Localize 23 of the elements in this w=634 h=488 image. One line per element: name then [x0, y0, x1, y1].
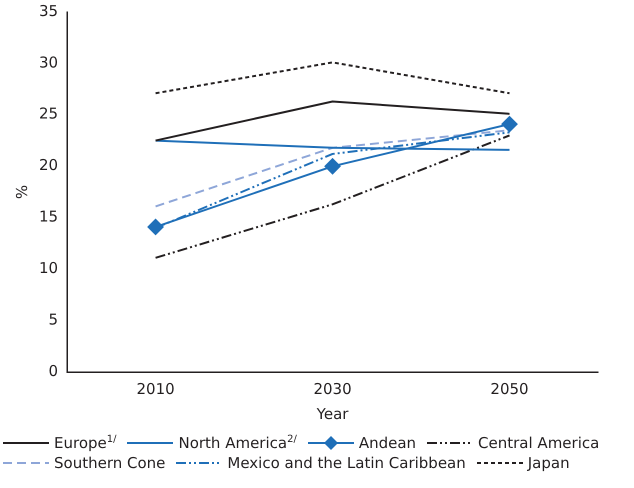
point: [148, 218, 164, 235]
x-axis-title: Year: [316, 404, 350, 423]
legend-label: Central America: [478, 434, 600, 452]
point: [502, 116, 518, 132]
y-tick-label: 0: [48, 362, 58, 380]
y-tick-label: 10: [38, 259, 58, 278]
y-tick-label: 15: [38, 208, 58, 226]
x-tick-label: 2010: [136, 380, 175, 398]
y-tick-label: 35: [38, 2, 58, 20]
x-tick-label: 2050: [490, 380, 529, 398]
y-tick-label: 20: [38, 156, 58, 174]
legend-label: Southern Cone: [54, 454, 166, 472]
legend-label: North America$^{2/}$: [178, 434, 297, 452]
point: [324, 158, 341, 174]
legend-label: Mexico and the Latin Caribbean: [227, 454, 466, 472]
y-tick-label: 30: [38, 53, 58, 72]
y-axis-title: %: [12, 184, 31, 200]
legend-label: Europe$^{1/}$: [54, 434, 116, 452]
y-tick-label: 25: [38, 104, 58, 123]
legend-label: Japan: [528, 454, 570, 472]
legend-label: Andean: [358, 434, 416, 452]
y-tick-label: 5: [48, 310, 58, 328]
x-tick-label: 2030: [313, 380, 352, 398]
